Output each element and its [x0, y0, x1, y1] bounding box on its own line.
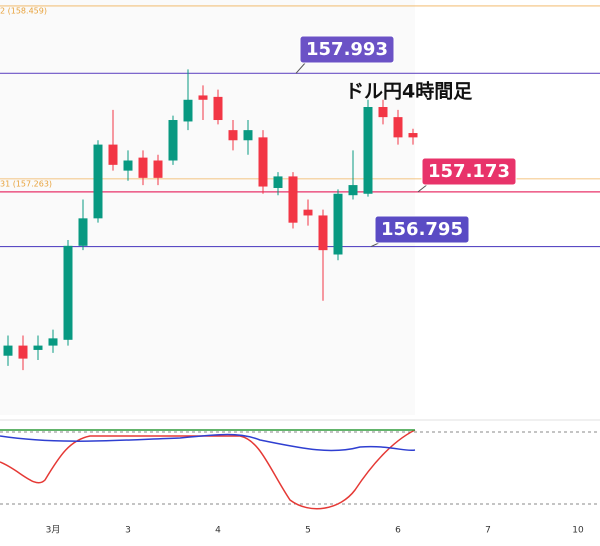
candle-body [393, 117, 403, 138]
x-tick-label: 5 [305, 526, 311, 536]
candle-body [378, 107, 388, 118]
x-tick-label: 10 [572, 526, 584, 536]
candle-body [363, 107, 373, 194]
x-tick-label: 4 [215, 526, 221, 536]
candle-body [318, 215, 328, 251]
candle-body [228, 130, 238, 141]
candle-body [303, 209, 313, 216]
candle-body [333, 193, 343, 255]
candle-body [198, 95, 208, 100]
price-label-box [421, 157, 517, 186]
price-label-box [374, 215, 470, 244]
candle-body [183, 99, 193, 122]
candle-body [243, 130, 253, 141]
candle-body [93, 144, 103, 219]
candle-body [273, 176, 283, 188]
candle-body [33, 345, 43, 350]
oscillator-line [0, 429, 416, 510]
candle-body [3, 345, 13, 356]
candle-body [408, 133, 418, 138]
x-tick-label: 6 [395, 526, 401, 536]
candle-body [18, 345, 28, 359]
candle-body [78, 218, 88, 246]
chart-title: ドル円4時間足 [345, 81, 473, 103]
price-label-box [299, 35, 395, 64]
x-tick-label: 3月 [46, 525, 61, 536]
price-label: 156.795 [381, 219, 463, 240]
oscillator-line [0, 433, 416, 452]
level-label: 2 (158.459) [0, 6, 47, 15]
candle-body [288, 176, 298, 223]
candle-body [138, 157, 148, 178]
candle-body [213, 96, 223, 121]
candle-body [168, 120, 178, 161]
candle-body [48, 338, 58, 346]
candle-body [123, 160, 133, 171]
level-label: 31 (157.263) [0, 179, 52, 188]
price-label: 157.173 [428, 161, 510, 182]
label-pointer [295, 61, 307, 74]
candle-body [348, 185, 358, 196]
candle-body [63, 245, 73, 340]
price-label: 157.993 [306, 39, 388, 60]
candle-body [108, 144, 118, 165]
plot-area [0, 0, 415, 415]
candle-body [153, 160, 163, 178]
x-tick-label: 7 [485, 526, 491, 536]
candle-body [258, 137, 268, 187]
x-tick-label: 3 [125, 526, 131, 536]
